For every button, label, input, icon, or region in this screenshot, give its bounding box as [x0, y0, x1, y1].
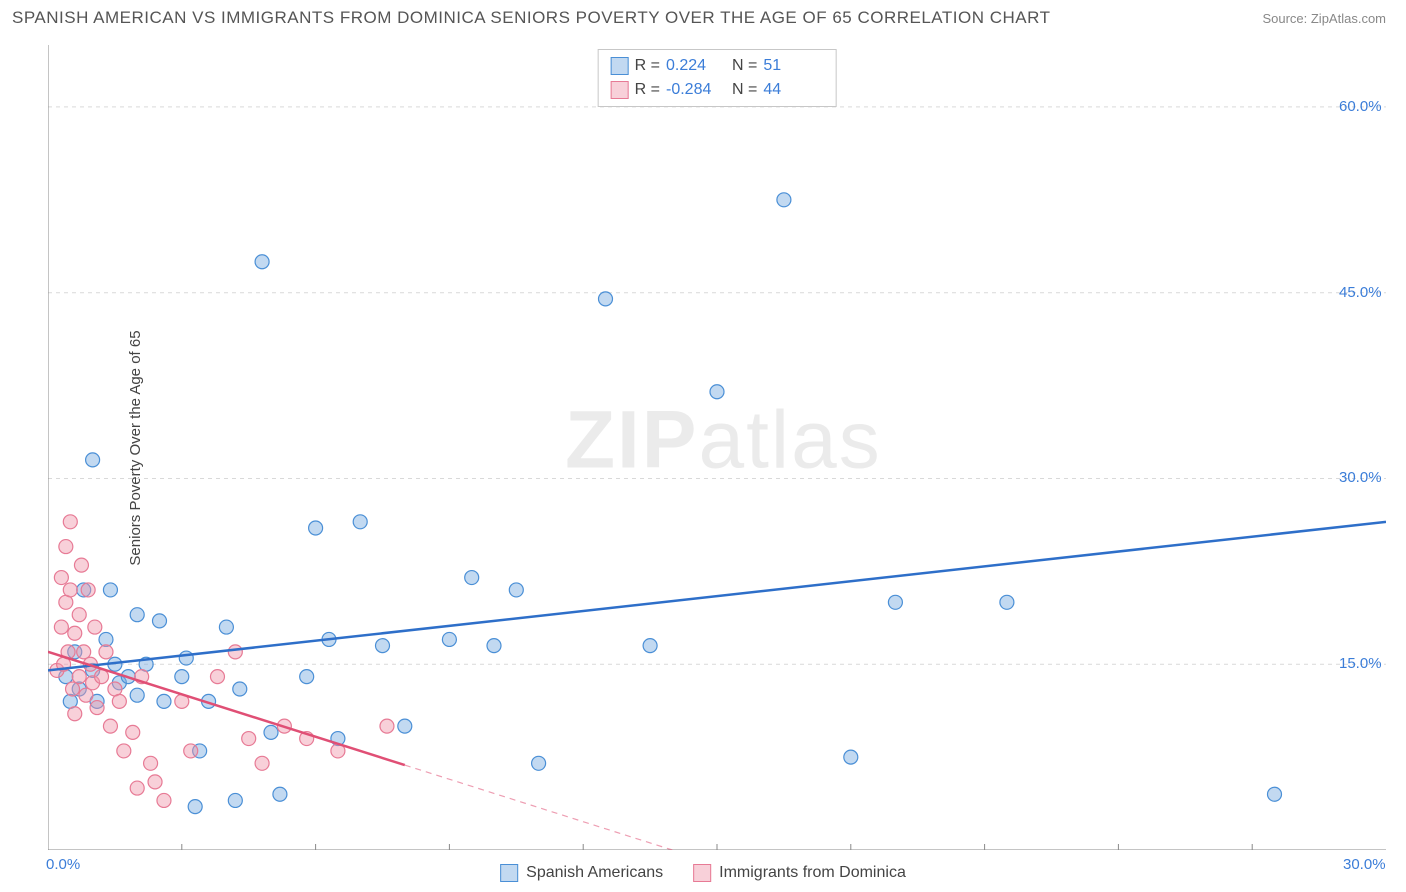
y-tick-60: 60.0%	[1339, 98, 1382, 115]
r-value-series1: 0.224	[666, 54, 726, 78]
chart-area: Seniors Poverty Over the Age of 65 ZIPat…	[48, 45, 1386, 850]
legend-swatch-series1	[500, 864, 518, 882]
stats-row-series1: R = 0.224 N = 51	[611, 54, 824, 78]
stats-box: R = 0.224 N = 51 R = -0.284 N = 44	[598, 49, 837, 107]
y-tick-15: 15.0%	[1339, 655, 1382, 672]
source-credit: Source: ZipAtlas.com	[1262, 11, 1386, 26]
scatter-plot	[48, 45, 1386, 850]
legend-swatch-series2	[693, 864, 711, 882]
x-tick-0: 0.0%	[46, 856, 80, 873]
n-value-series2: 44	[763, 78, 823, 102]
legend-item-series1: Spanish Americans	[500, 864, 663, 882]
n-value-series1: 51	[763, 54, 823, 78]
legend-item-series2: Immigrants from Dominica	[693, 864, 906, 882]
legend: Spanish Americans Immigrants from Domini…	[500, 864, 906, 882]
stats-row-series2: R = -0.284 N = 44	[611, 78, 824, 102]
y-tick-30: 30.0%	[1339, 469, 1382, 486]
r-value-series2: -0.284	[666, 78, 726, 102]
chart-title: SPANISH AMERICAN VS IMMIGRANTS FROM DOMI…	[12, 8, 1050, 28]
swatch-series2	[611, 81, 629, 99]
x-tick-1: 30.0%	[1343, 856, 1386, 873]
swatch-series1	[611, 57, 629, 75]
y-tick-45: 45.0%	[1339, 284, 1382, 301]
